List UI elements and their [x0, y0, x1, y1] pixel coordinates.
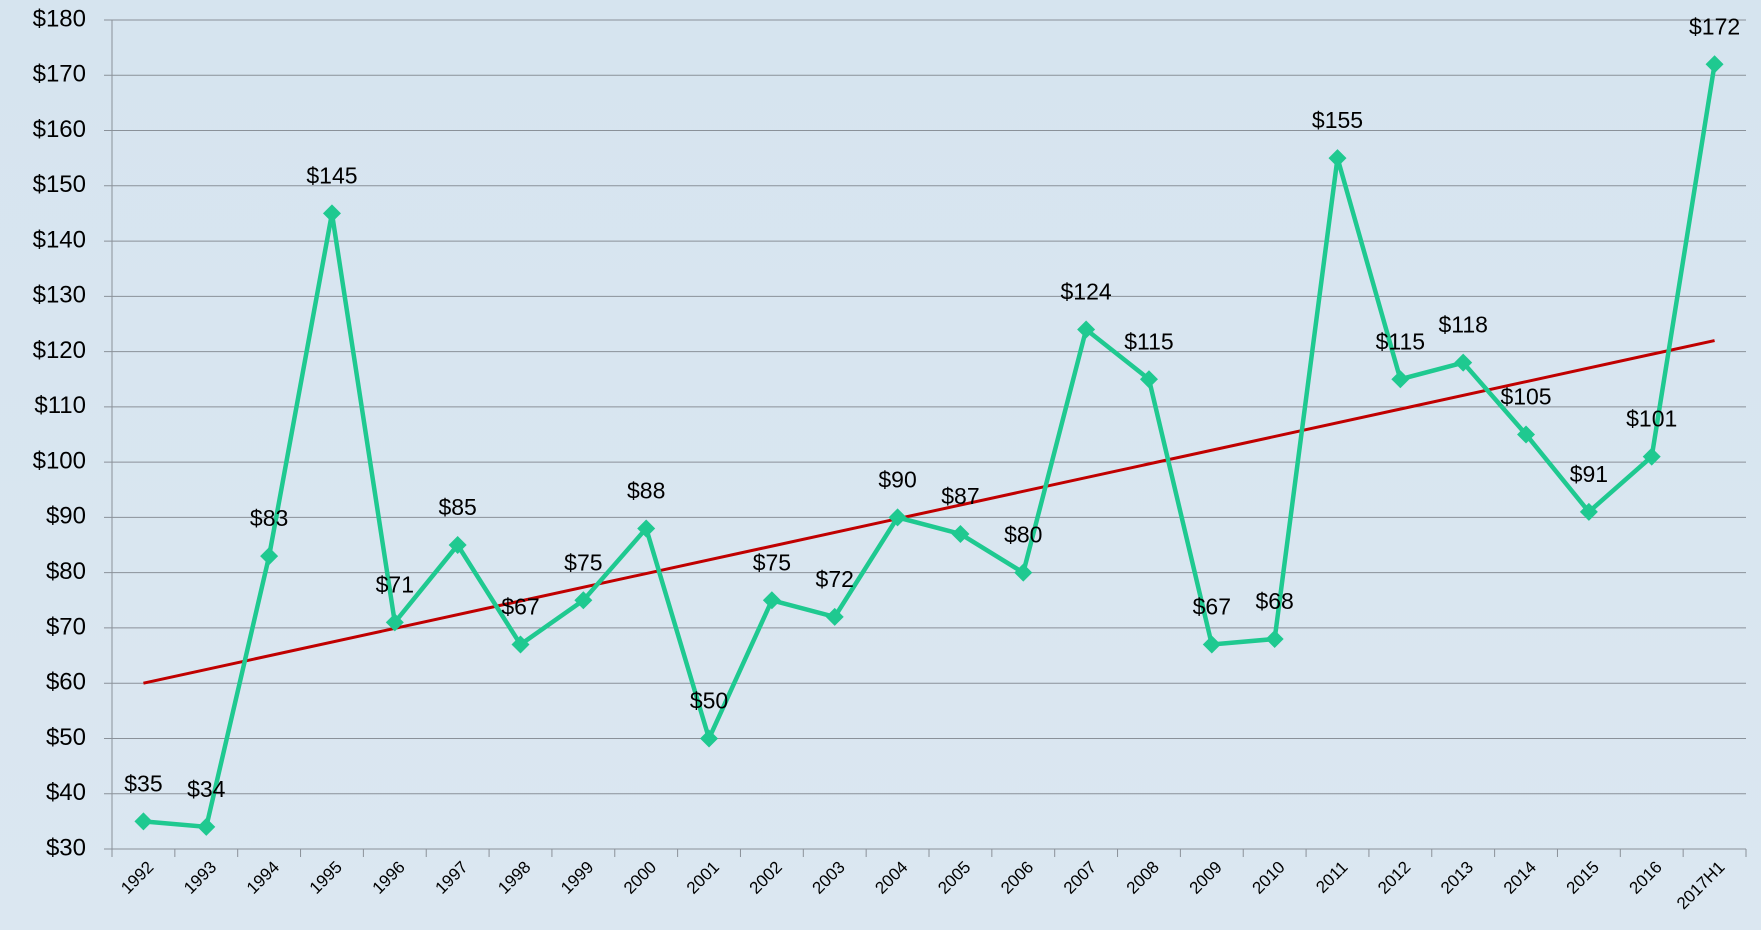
y-tick-label: $110 — [34, 392, 86, 419]
value-label: $101 — [1626, 406, 1677, 432]
value-label: $72 — [816, 566, 854, 592]
value-label: $115 — [1124, 328, 1173, 354]
value-label: $68 — [1255, 588, 1293, 614]
value-label: $124 — [1061, 279, 1112, 305]
marker — [1454, 353, 1473, 372]
value-label: $88 — [627, 478, 665, 504]
y-tick-label: $30 — [46, 834, 86, 861]
value-label: $35 — [124, 770, 162, 796]
x-tick-label: 1999 — [557, 858, 597, 898]
x-tick-label: 1997 — [431, 858, 471, 898]
y-tick-label: $90 — [46, 503, 86, 530]
value-label: $172 — [1689, 13, 1740, 39]
value-label: $145 — [306, 163, 357, 189]
value-label: $83 — [250, 505, 288, 531]
marker — [1328, 149, 1347, 168]
x-tick-label: 2016 — [1626, 858, 1666, 898]
x-tick-label: 2013 — [1437, 858, 1477, 898]
x-tick-label: 2015 — [1563, 858, 1603, 898]
marker — [385, 613, 404, 632]
y-tick-label: $80 — [46, 558, 86, 585]
marker — [1139, 370, 1158, 389]
x-tick-label: 2003 — [809, 858, 849, 898]
marker — [825, 607, 844, 626]
value-label: $75 — [564, 549, 602, 575]
y-tick-label: $180 — [33, 5, 86, 32]
marker — [574, 591, 593, 610]
x-tick-label: 2004 — [871, 858, 911, 898]
value-label: $75 — [753, 549, 791, 575]
marker — [1517, 425, 1536, 444]
x-tick-label: 2000 — [620, 858, 660, 898]
x-tick-label: 2005 — [934, 858, 974, 898]
x-tick-label: 2007 — [1060, 858, 1100, 898]
marker — [637, 519, 656, 538]
y-tick-label: $150 — [33, 171, 86, 198]
value-label: $50 — [690, 688, 728, 714]
x-tick-label: 2009 — [1186, 858, 1226, 898]
marker — [1391, 370, 1410, 389]
y-tick-label: $170 — [33, 61, 86, 88]
value-label: $155 — [1312, 107, 1363, 133]
series-line — [143, 63, 1717, 830]
x-tick-label: 2008 — [1123, 858, 1163, 898]
x-tick-label: 2014 — [1500, 858, 1540, 898]
y-tick-label: $140 — [33, 226, 86, 253]
x-tick-label: 2010 — [1248, 858, 1288, 898]
value-label: $71 — [376, 571, 414, 597]
x-tick-label: 1994 — [243, 858, 283, 898]
marker — [1705, 55, 1724, 74]
value-label: $67 — [1193, 594, 1231, 620]
x-tick-label: 1995 — [306, 858, 346, 898]
marker — [1265, 629, 1284, 648]
x-tick-label: 1996 — [369, 858, 409, 898]
marker — [511, 635, 530, 654]
marker — [888, 508, 907, 527]
marker — [260, 547, 279, 566]
y-tick-label: $70 — [46, 613, 86, 640]
y-tick-label: $130 — [33, 282, 86, 309]
value-label: $80 — [1004, 522, 1042, 548]
marker — [1202, 635, 1221, 654]
x-tick-label: 1992 — [117, 858, 157, 898]
x-tick-label: 1993 — [180, 858, 220, 898]
y-tick-label: $60 — [46, 669, 86, 696]
value-label: $118 — [1438, 312, 1487, 338]
x-tick-label: 2002 — [746, 858, 786, 898]
marker — [1642, 447, 1661, 466]
y-tick-label: $50 — [46, 724, 86, 751]
value-label: $115 — [1376, 328, 1425, 354]
y-tick-label: $100 — [33, 447, 86, 474]
marker — [134, 812, 153, 831]
value-label: $105 — [1500, 384, 1551, 410]
x-tick-label: 2017H1 — [1673, 858, 1729, 914]
marker — [1014, 563, 1033, 582]
y-tick-label: $160 — [33, 116, 86, 143]
marker — [448, 536, 467, 555]
marker — [1579, 502, 1598, 521]
value-label: $67 — [501, 594, 539, 620]
marker — [762, 591, 781, 610]
value-label: $85 — [438, 494, 476, 520]
trend-line — [143, 339, 1715, 685]
value-label: $91 — [1570, 461, 1608, 487]
value-label: $90 — [878, 466, 916, 492]
marker — [1077, 320, 1096, 339]
y-tick-label: $40 — [46, 779, 86, 806]
x-tick-label: 1998 — [494, 858, 534, 898]
y-tick-label: $120 — [33, 337, 86, 364]
marker — [700, 729, 719, 748]
x-tick-label: 2011 — [1312, 858, 1351, 897]
value-label: $34 — [187, 776, 226, 802]
value-label: $87 — [941, 483, 979, 509]
x-tick-label: 2006 — [997, 858, 1037, 898]
x-tick-label: 2012 — [1374, 858, 1414, 898]
x-tick-label: 2001 — [683, 858, 723, 898]
marker — [322, 204, 341, 223]
marker — [951, 524, 970, 543]
marker — [197, 817, 216, 836]
